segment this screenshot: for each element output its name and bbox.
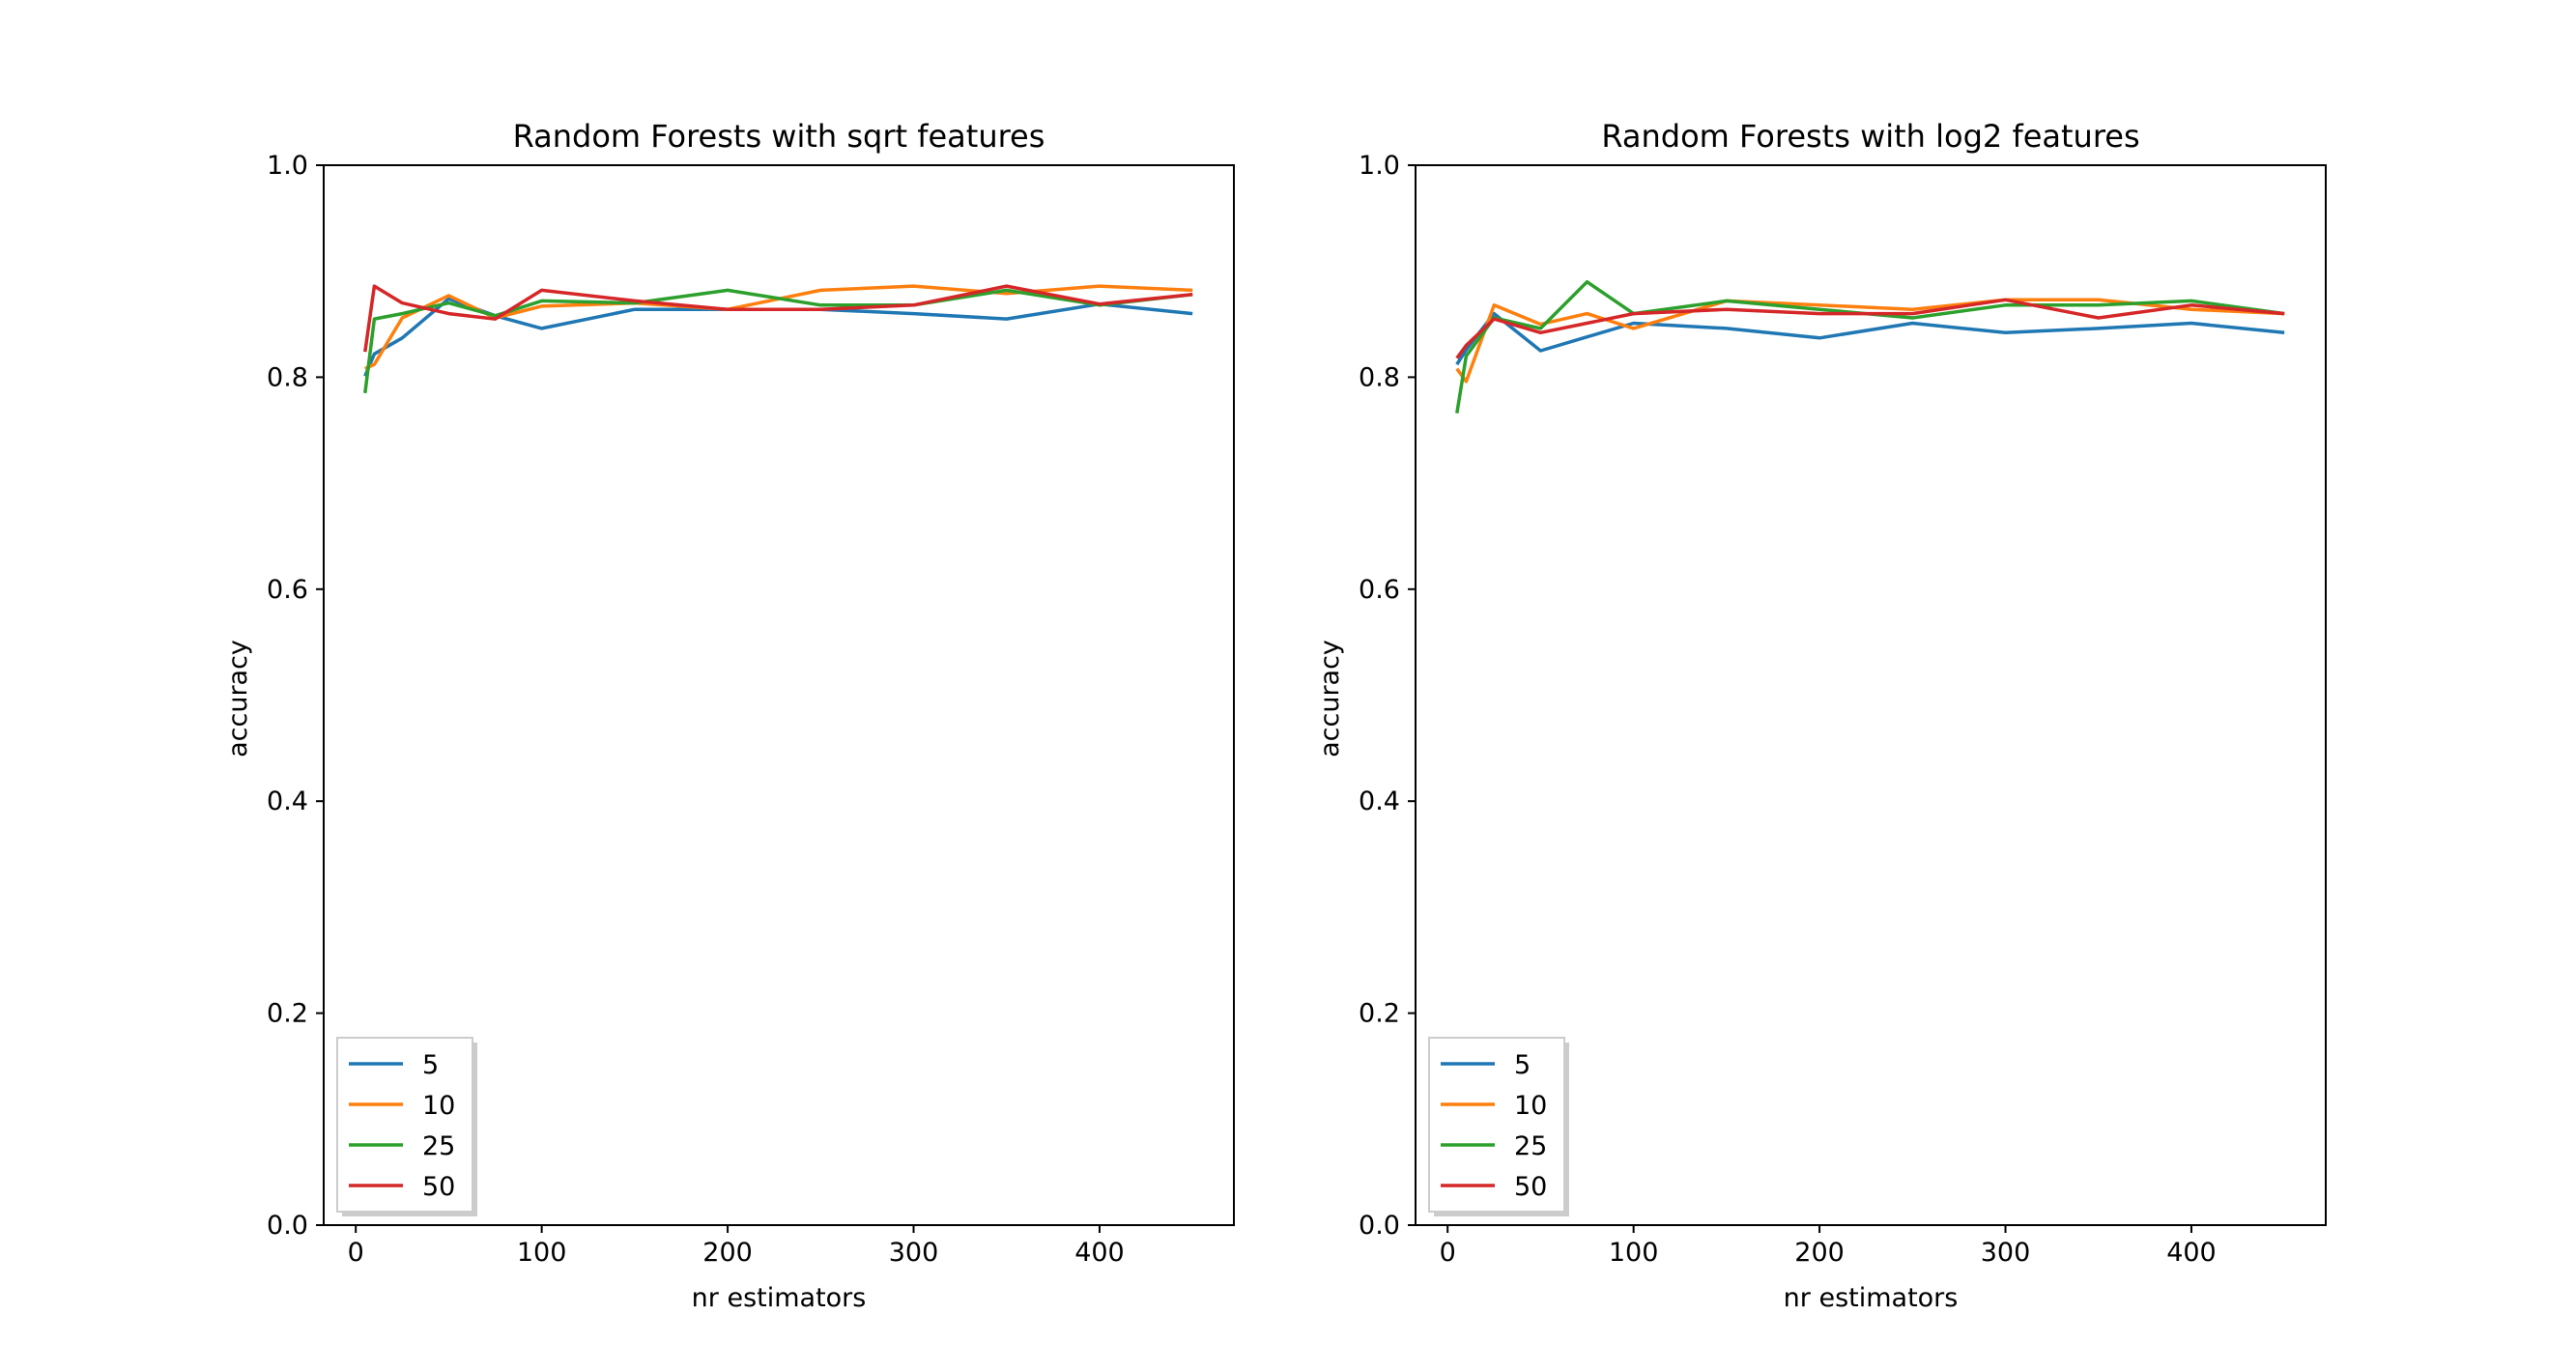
series-line-25 [363, 288, 1193, 394]
x-tick-label: 100 [1609, 1238, 1659, 1268]
series-line-5 [1455, 311, 2285, 366]
legend-label: 25 [1514, 1131, 1547, 1161]
y-tick-label: 0.8 [267, 362, 308, 392]
legend-box [336, 1037, 473, 1213]
series-line-50 [363, 284, 1193, 353]
legend-label: 25 [422, 1131, 455, 1161]
x-axis-label: nr estimators [692, 1283, 867, 1313]
x-tick-label: 300 [889, 1238, 939, 1268]
y-tick-label: 0.8 [1359, 362, 1400, 392]
axes-frame [323, 164, 1235, 1226]
legend-box [1428, 1037, 1565, 1213]
x-axis-label: nr estimators [1784, 1283, 1959, 1313]
legend-label: 5 [1514, 1050, 1531, 1080]
x-tick-label: 400 [2166, 1238, 2217, 1268]
y-tick-label: 0.6 [267, 575, 308, 605]
chart-panel-sqrt: Random Forests with sqrt features accura… [223, 118, 1235, 1313]
y-tick-label: 0.2 [267, 999, 308, 1029]
y-tick-label: 0.2 [1359, 999, 1400, 1029]
y-tick-label: 1.0 [1359, 151, 1400, 181]
x-tick-label: 100 [517, 1238, 567, 1268]
y-tick-label: 0.6 [1359, 575, 1400, 605]
plot-area: 0 100 200 300 400 0.0 0.2 0.4 0.6 0.8 1.0 [267, 151, 1193, 1268]
chart-title: Random Forests with log2 features [1601, 118, 2139, 155]
legend-label: 10 [422, 1091, 455, 1121]
series-line-50 [1455, 298, 2285, 359]
y-tick-label: 0.0 [1359, 1211, 1400, 1241]
x-tick-label: 200 [702, 1238, 753, 1268]
legend-label: 50 [422, 1172, 455, 1202]
x-tick-label: 300 [1981, 1238, 2031, 1268]
y-axis-label: accuracy [1315, 640, 1345, 757]
x-tick-label: 400 [1074, 1238, 1125, 1268]
legend-label: 5 [422, 1050, 439, 1080]
y-tick-label: 0.0 [267, 1211, 308, 1241]
x-tick-label: 200 [1794, 1238, 1845, 1268]
y-tick-label: 0.4 [1359, 786, 1400, 816]
axes-frame [1415, 164, 2327, 1226]
legend-label: 10 [1514, 1091, 1547, 1121]
chart-title: Random Forests with sqrt features [513, 118, 1045, 155]
y-axis-label: accuracy [223, 640, 253, 757]
x-tick-label: 0 [1440, 1238, 1456, 1268]
plot-area: 0 100 200 300 400 0.0 0.2 0.4 0.6 0.8 1.0 [1359, 151, 2285, 1268]
legend: 5 10 25 50 [336, 1037, 477, 1216]
y-tick-label: 1.0 [267, 151, 308, 181]
legend: 5 10 25 50 [1428, 1037, 1569, 1216]
y-tick-label: 0.4 [267, 786, 308, 816]
legend-label: 50 [1514, 1172, 1547, 1202]
chart-panel-log2: Random Forests with log2 features accura… [1315, 118, 2327, 1313]
series-line-5 [363, 297, 1193, 377]
x-tick-label: 0 [348, 1238, 364, 1268]
